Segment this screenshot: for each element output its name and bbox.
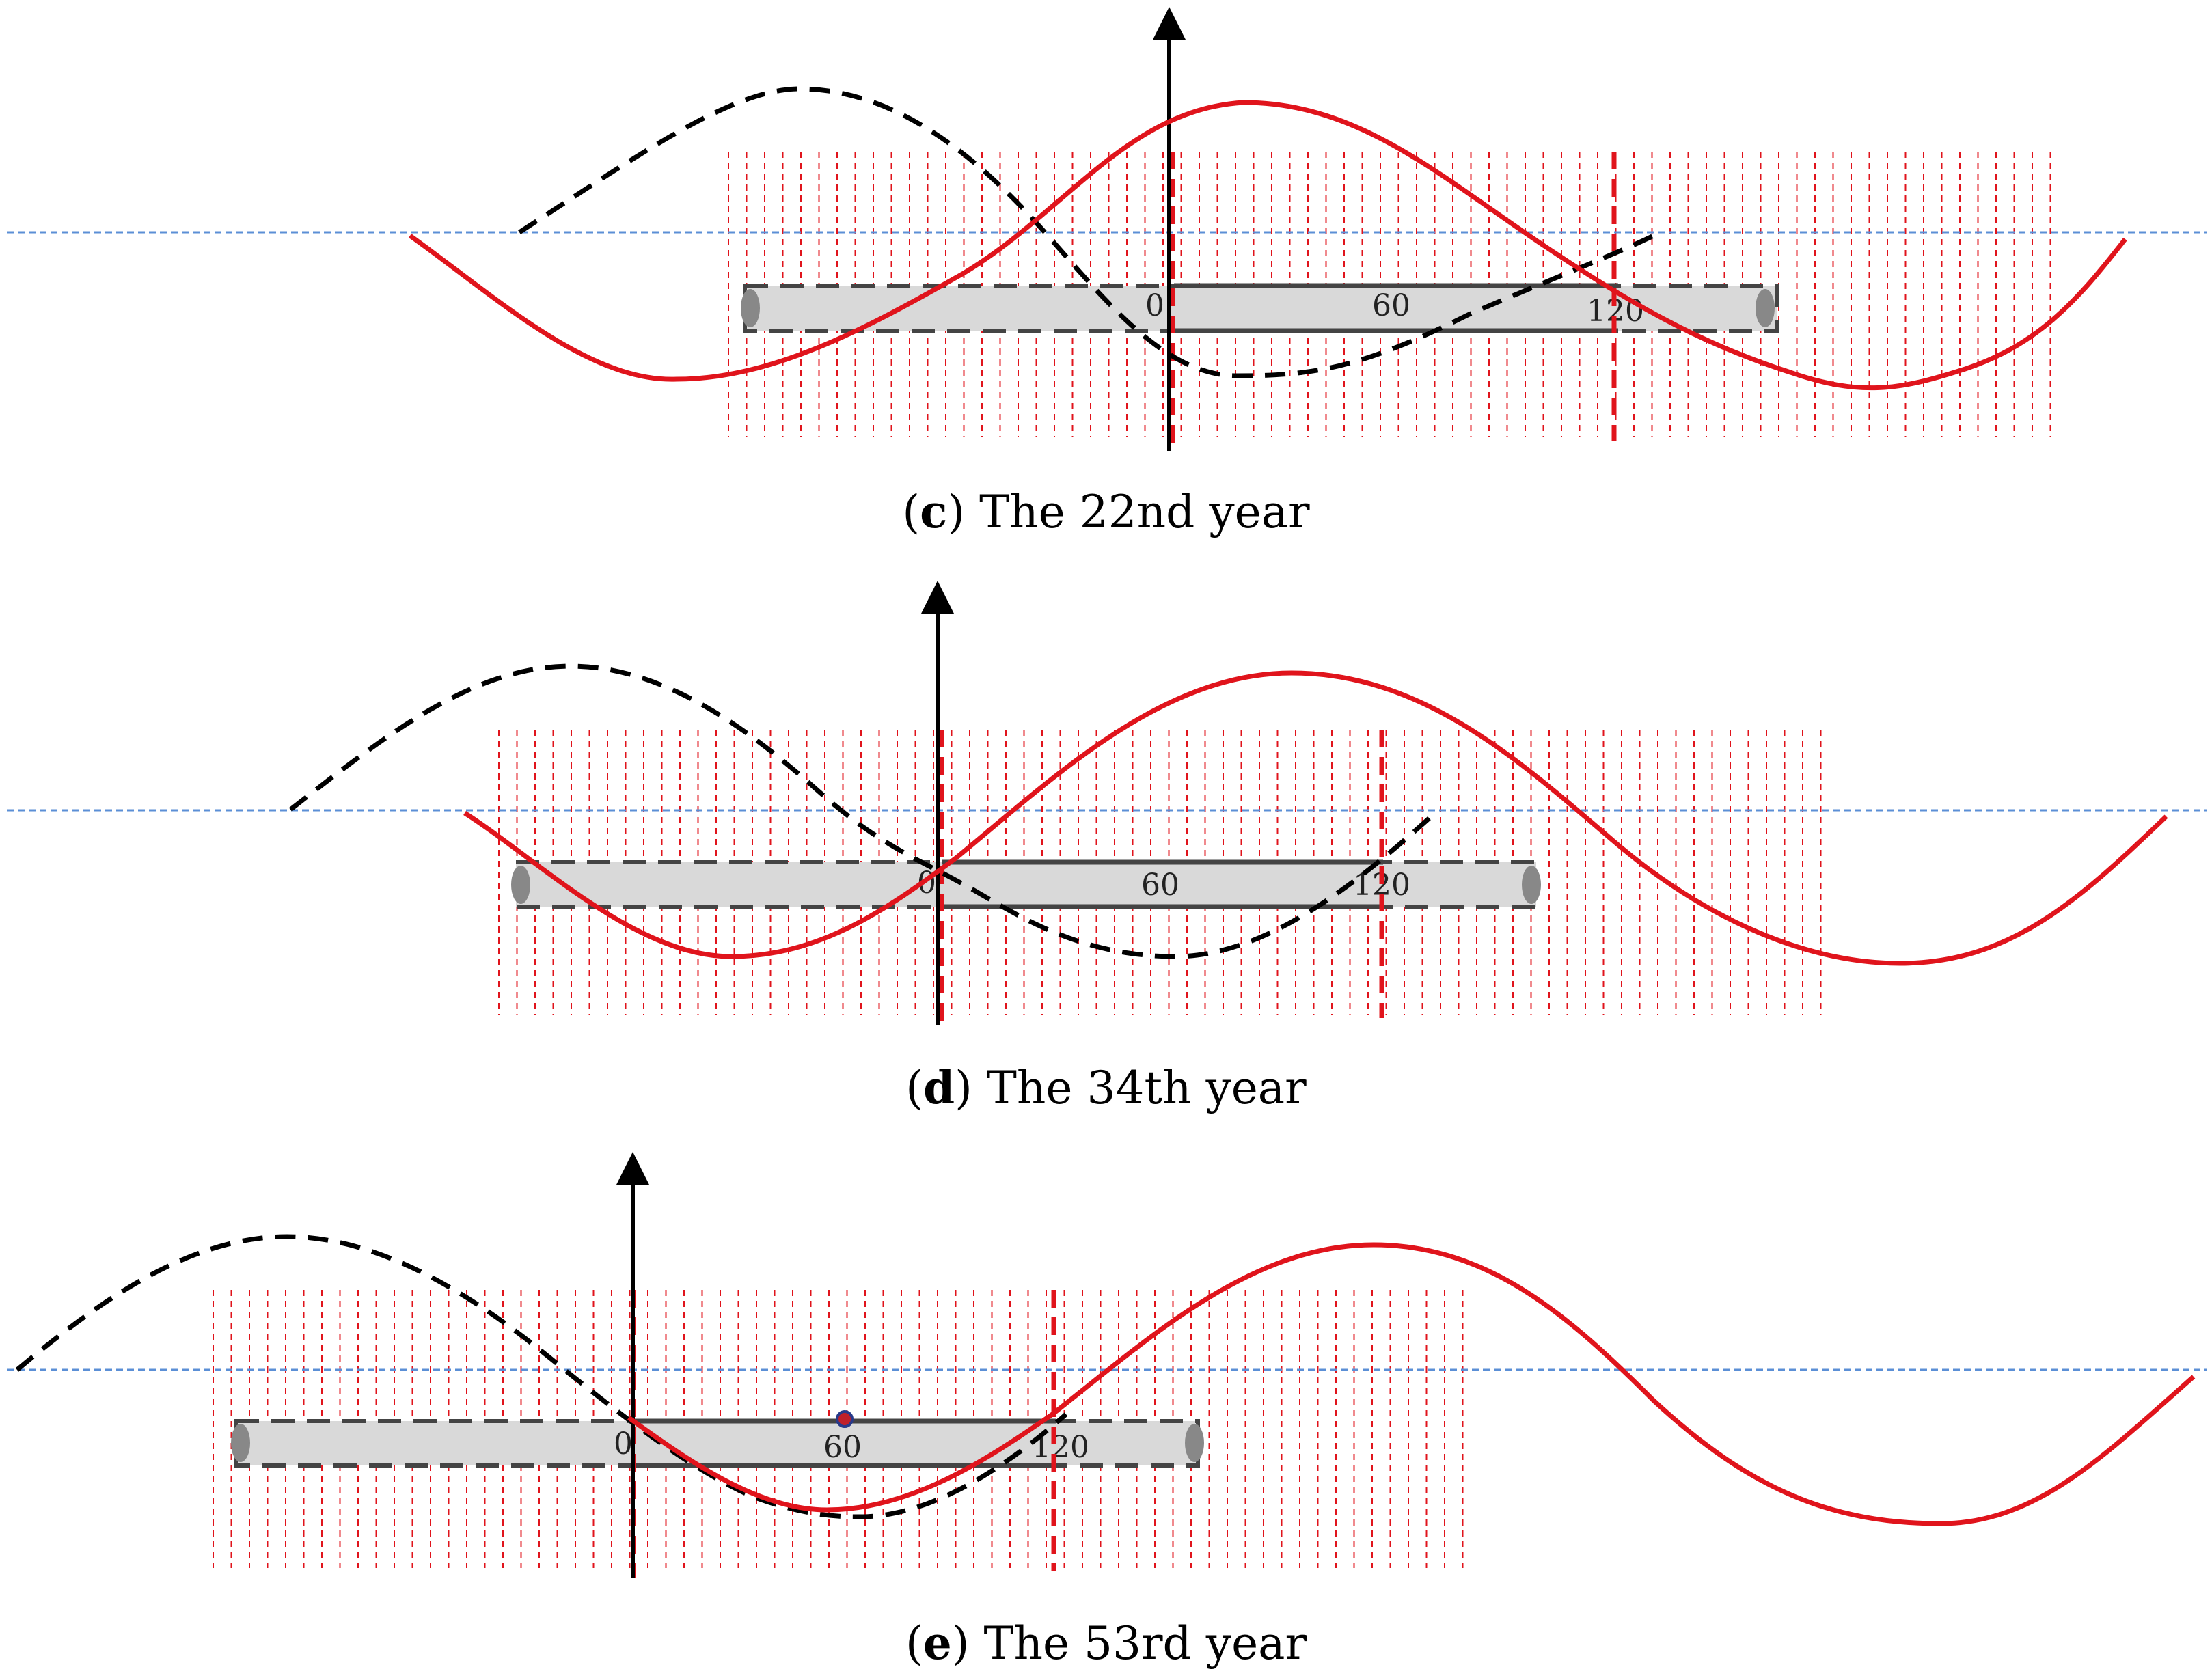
- caption-letter: d: [923, 1061, 955, 1114]
- tick-label-60: 60: [823, 1430, 862, 1465]
- caption-letter: c: [920, 485, 948, 538]
- panel-e: 0 60 120: [7, 1152, 2207, 1578]
- red-sine-wave: [408, 100, 2127, 391]
- scale-bar-right-cap: [1522, 866, 1541, 904]
- scale-bar: 0 60 120: [511, 859, 1541, 909]
- caption-text: The 22nd year: [979, 486, 1310, 538]
- black-dashed-wave: [518, 86, 1662, 378]
- panel-c: 0 60 120: [7, 6, 2207, 451]
- scale-bar-right-cap: [1185, 1424, 1204, 1462]
- scale-bar-left-cap: [511, 866, 530, 904]
- black-dashed-wave: [15, 1234, 1068, 1519]
- scale-bar-midpoint-dot: [836, 1410, 854, 1428]
- caption-c: (c) The 22nd year: [902, 485, 1310, 538]
- tick-label-0: 0: [614, 1427, 633, 1461]
- scale-bar-left-cap: [741, 289, 760, 327]
- vertical-grid: [213, 1290, 1464, 1568]
- scale-bar-left-cap: [231, 1424, 250, 1462]
- black-dashed-wave: [288, 663, 1437, 959]
- caption-e: (e) The 53rd year: [905, 1616, 1307, 1670]
- panel-d: 0 60 120: [7, 581, 2207, 1025]
- scale-bar: 0 60 120: [741, 283, 1779, 333]
- tick-label-0: 0: [1145, 288, 1164, 323]
- tick-label-60: 60: [1141, 868, 1179, 903]
- tick-label-60: 60: [1372, 288, 1410, 323]
- caption-d: (d) The 34th year: [905, 1061, 1307, 1114]
- red-sine-wave: [627, 1242, 2196, 1526]
- caption-letter: e: [923, 1616, 952, 1670]
- caption-text: The 34th year: [986, 1062, 1307, 1114]
- scale-bar: 0 60 120: [231, 1410, 1204, 1468]
- red-sine-wave: [463, 670, 2168, 966]
- caption-text: The 53rd year: [983, 1617, 1307, 1670]
- scale-bar-right-cap: [1756, 289, 1775, 327]
